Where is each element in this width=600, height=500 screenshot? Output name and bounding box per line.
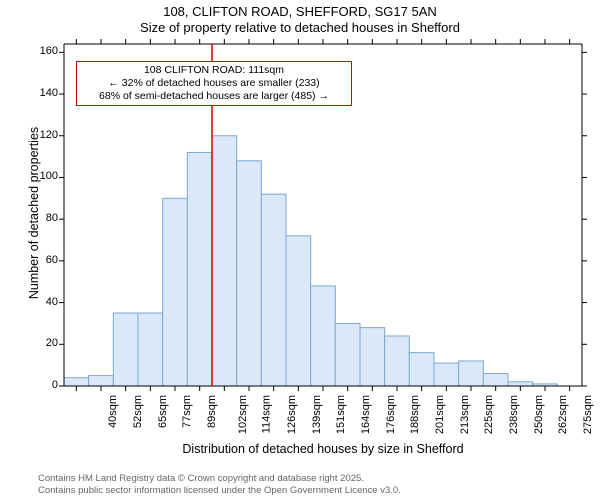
- x-tick-label: 139sqm: [311, 395, 323, 434]
- x-tick-label: 102sqm: [237, 395, 249, 434]
- x-tick-label: 52sqm: [132, 395, 144, 428]
- x-tick-label: 213sqm: [459, 395, 471, 434]
- y-tick-label: 120: [24, 129, 58, 141]
- bar: [163, 198, 188, 386]
- bar: [508, 382, 533, 386]
- bar: [261, 194, 286, 386]
- bar: [89, 376, 114, 386]
- x-tick-label: 262sqm: [557, 395, 569, 434]
- x-tick-label: 77sqm: [181, 395, 193, 428]
- annotation-line-3: 68% of semi-detached houses are larger (…: [83, 90, 345, 103]
- x-tick-label: 275sqm: [582, 395, 594, 434]
- annotation-line-1: 108 CLIFTON ROAD: 111sqm: [83, 64, 345, 77]
- x-tick-label: 114sqm: [261, 395, 273, 433]
- annotation-box: 108 CLIFTON ROAD: 111sqm ← 32% of detach…: [76, 61, 352, 106]
- chart-title-1: 108, CLIFTON ROAD, SHEFFORD, SG17 5AN: [0, 0, 600, 20]
- bar: [237, 161, 262, 386]
- x-tick-label: 238sqm: [508, 395, 520, 434]
- x-tick-label: 164sqm: [360, 395, 372, 434]
- bar: [409, 353, 434, 386]
- x-tick-label: 188sqm: [409, 395, 421, 434]
- chart-page: 108, CLIFTON ROAD, SHEFFORD, SG17 5AN Si…: [0, 0, 600, 500]
- y-tick-label: 40: [24, 296, 58, 308]
- y-tick-label: 140: [24, 87, 58, 99]
- x-tick-label: 250sqm: [533, 395, 545, 434]
- credits-line-1: Contains HM Land Registry data © Crown c…: [38, 473, 401, 484]
- y-tick-label: 60: [24, 254, 58, 266]
- bar: [64, 378, 89, 386]
- x-axis-label: Distribution of detached houses by size …: [64, 442, 582, 456]
- bar: [187, 152, 212, 386]
- chart-title-2: Size of property relative to detached ho…: [0, 20, 600, 36]
- x-tick-label: 89sqm: [206, 395, 218, 428]
- bar: [113, 313, 138, 386]
- bar: [459, 361, 484, 386]
- y-tick-label: 20: [24, 337, 58, 349]
- bar: [286, 236, 311, 386]
- bar: [434, 363, 459, 386]
- y-tick-label: 100: [24, 170, 58, 182]
- annotation-line-2: ← 32% of detached houses are smaller (23…: [83, 77, 345, 90]
- x-tick-label: 201sqm: [434, 395, 446, 434]
- x-tick-label: 176sqm: [385, 395, 397, 434]
- y-tick-label: 80: [24, 212, 58, 224]
- y-tick-label: 0: [24, 379, 58, 391]
- x-tick-label: 151sqm: [335, 395, 347, 434]
- plot-area: 108 CLIFTON ROAD: 111sqm ← 32% of detach…: [64, 44, 582, 386]
- x-tick-label: 65sqm: [157, 395, 169, 428]
- bar: [138, 313, 163, 386]
- bar: [212, 136, 237, 386]
- bar: [385, 336, 410, 386]
- bar: [360, 328, 385, 386]
- y-tick-label: 160: [24, 45, 58, 57]
- x-tick-label: 40sqm: [107, 395, 119, 428]
- bar: [335, 323, 360, 386]
- bar: [483, 373, 508, 386]
- credits: Contains HM Land Registry data © Crown c…: [0, 471, 407, 500]
- bar: [311, 286, 336, 386]
- credits-line-2: Contains public sector information licen…: [38, 485, 401, 496]
- x-tick-label: 126sqm: [286, 395, 298, 434]
- x-tick-label: 225sqm: [483, 395, 495, 434]
